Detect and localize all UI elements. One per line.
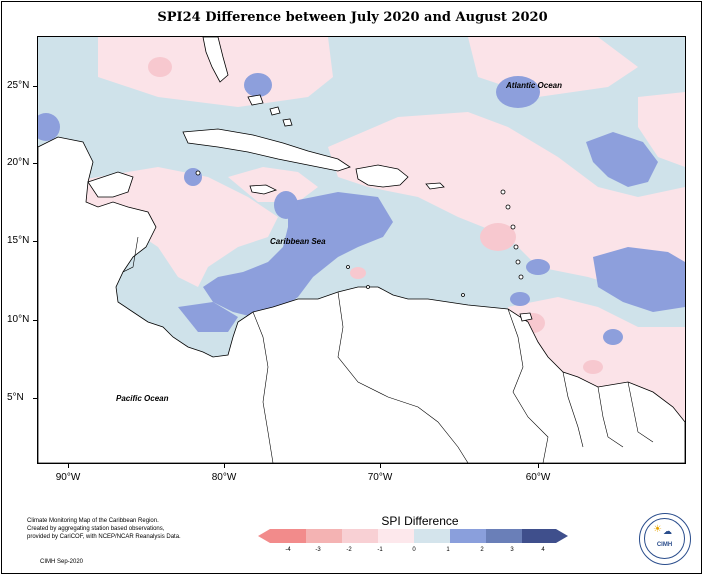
cloud-icon: ☁ xyxy=(663,526,672,536)
y-tick-25n xyxy=(33,86,37,87)
legend-tick-4: 4 xyxy=(541,547,545,553)
positive-anomaly-regions xyxy=(38,73,685,416)
map-svg: Atlantic Ocean Caribbean Sea Pacific Oce… xyxy=(38,37,685,463)
legend-swatch-5 xyxy=(414,529,450,543)
legend-tick-2: 2 xyxy=(480,547,484,553)
y-label-10n: 10°N xyxy=(7,314,30,325)
y-label-20n: 20°N xyxy=(7,157,30,168)
y-tick-15n xyxy=(33,241,37,242)
credit-line-2: Created by aggregating station based obs… xyxy=(27,526,165,532)
x-tick-60w xyxy=(538,464,539,468)
map-panel: Atlantic Ocean Caribbean Sea Pacific Oce… xyxy=(37,36,686,464)
credit-text: Climate Monitoring Map of the Caribbean … xyxy=(27,517,181,541)
label-pacific-ocean: Pacific Ocean xyxy=(116,394,169,403)
credit-footer: CIMH Sep-2020 xyxy=(40,559,84,565)
legend-arrow-left xyxy=(258,529,270,543)
legend-swatch-4 xyxy=(378,529,414,543)
country-borders xyxy=(122,236,654,463)
x-label-60w: 60°W xyxy=(525,472,551,483)
y-label-15n: 15°N xyxy=(7,235,30,246)
legend-swatch-7 xyxy=(486,529,522,543)
x-tick-90w xyxy=(68,464,69,468)
x-label-90w: 90°W xyxy=(55,472,81,483)
y-label-25n: 25°N xyxy=(7,80,30,91)
coastlines xyxy=(38,37,685,463)
x-label-80w: 80°W xyxy=(211,472,237,483)
logo-ring xyxy=(644,518,685,559)
label-caribbean-sea: Caribbean Sea xyxy=(270,237,326,246)
y-tick-5n xyxy=(33,398,37,399)
x-tick-80w xyxy=(224,464,225,468)
legend-title: SPI Difference xyxy=(381,514,459,528)
legend-swatch-1 xyxy=(270,529,306,543)
legend-tick-m3: -3 xyxy=(315,547,321,553)
legend-swatch-8 xyxy=(522,529,556,543)
x-label-70w: 70°W xyxy=(367,472,393,483)
label-atlantic-ocean: Atlantic Ocean xyxy=(505,81,562,90)
cimh-logo: ☀ ☁ CIMH xyxy=(639,513,691,565)
credit-line-1: Climate Monitoring Map of the Caribbean … xyxy=(27,518,159,524)
legend-colorbar xyxy=(258,529,568,543)
logo-text: CIMH xyxy=(656,542,673,548)
credit-line-3: provided by CariCOF, with NCEP/NCAR Rean… xyxy=(27,534,181,540)
map-title: SPI24 Difference between July 2020 and A… xyxy=(157,10,548,25)
legend-swatch-3 xyxy=(342,529,378,543)
y-tick-20n xyxy=(33,163,37,164)
legend-tick-m1: -1 xyxy=(377,547,383,553)
legend-tick-m2: -2 xyxy=(346,547,352,553)
legend-tick-0: 0 xyxy=(412,547,416,553)
y-label-5n: 5°N xyxy=(7,392,24,403)
legend-tick-1: 1 xyxy=(446,547,450,553)
sun-icon: ☀ xyxy=(653,524,662,535)
legend-tick-3: 3 xyxy=(510,547,514,553)
x-tick-70w xyxy=(380,464,381,468)
legend-tick-m4: -4 xyxy=(285,547,291,553)
y-tick-10n xyxy=(33,320,37,321)
legend-swatch-6 xyxy=(450,529,486,543)
legend-arrow-right xyxy=(556,529,568,543)
legend-swatch-2 xyxy=(306,529,342,543)
